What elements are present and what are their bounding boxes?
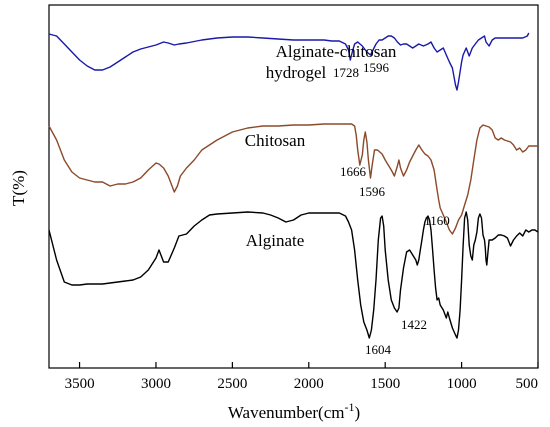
peak-label-alginate-1160: 1160	[424, 213, 450, 228]
y-axis-title: T(%)	[9, 170, 28, 206]
peak-label-chitosan-1596: 1596	[359, 184, 386, 199]
peak-label-hydrogel-1728: 1728	[333, 65, 359, 80]
x-tick-label: 500	[516, 376, 539, 392]
x-tick-label: 3000	[141, 376, 171, 392]
x-tick-label: 3500	[65, 376, 95, 392]
x-tick-label: 1000	[447, 376, 477, 392]
x-axis-title-superscript: -1	[344, 400, 354, 414]
series-label-chitosan: Chitosan	[245, 131, 306, 150]
x-tick-label: 2500	[217, 376, 247, 392]
x-axis-ticks: 3500 3000 2500 2000 1500 1000 500	[65, 362, 538, 392]
x-axis-title-close: )	[354, 403, 360, 422]
series-label-alginate: Alginate	[246, 231, 305, 250]
x-axis-title-main: Wavenumber(cm	[228, 403, 345, 422]
x-axis-title: Wavenumber(cm-1)	[228, 400, 360, 422]
peak-label-alginate-1422: 1422	[401, 317, 427, 332]
series-label-hydrogel-line1: Alginate-chitosan	[276, 42, 397, 61]
x-tick-label: 1500	[370, 376, 400, 392]
series-label-hydrogel-line2: hydrogel	[266, 63, 327, 82]
peak-label-hydrogel-1596: 1596	[363, 60, 390, 75]
peak-label-chitosan-1666: 1666	[340, 164, 367, 179]
x-tick-label: 2000	[294, 376, 324, 392]
peak-label-alginate-1604: 1604	[365, 342, 392, 357]
